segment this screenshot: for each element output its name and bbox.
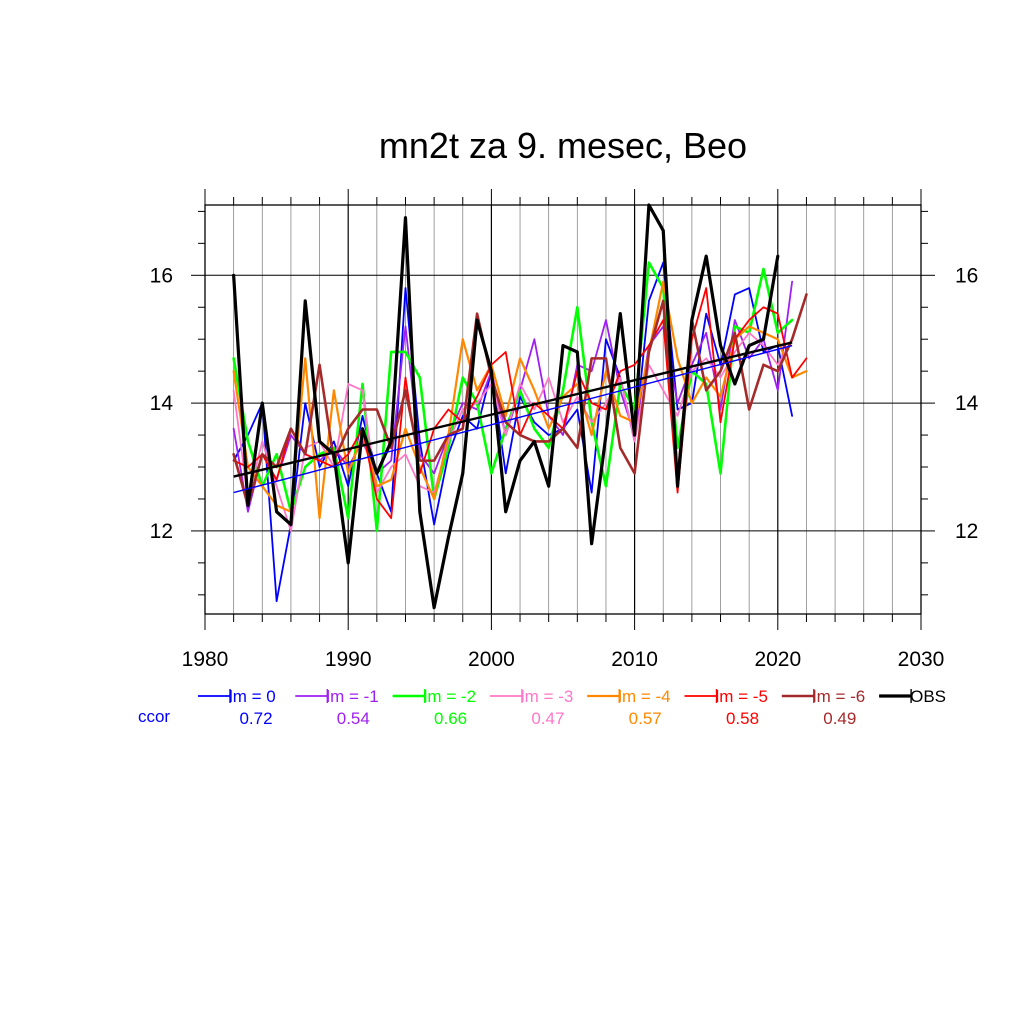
- y-tick-label-right: 12: [955, 520, 978, 543]
- ccor-label: ccor: [138, 707, 170, 726]
- series-line: [232, 293, 808, 507]
- legend-ccor-value: 0.66: [434, 709, 467, 728]
- legend-label: lm = -4: [618, 687, 670, 706]
- trend-line: [233, 341, 793, 478]
- x-tick-label: 1980: [182, 648, 229, 671]
- y-tick-label-right: 14: [955, 392, 979, 415]
- legend-ccor-value: 0.58: [726, 709, 759, 728]
- legend-ccor-value: 0.47: [531, 709, 564, 728]
- legend-ccor-value: 0.54: [337, 709, 370, 728]
- chart-title: mn2t za 9. mesec, Beo: [379, 125, 747, 166]
- trend-line: [233, 344, 793, 494]
- y-tick-label-left: 12: [150, 520, 173, 543]
- plot-border: [204, 204, 922, 615]
- x-tick-label: 1990: [325, 648, 372, 671]
- plot-lines: [232, 203, 808, 610]
- x-tick-label: 2030: [898, 648, 945, 671]
- x-tick-label: 2010: [611, 648, 658, 671]
- legend-label: lm = -6: [813, 687, 865, 706]
- plot-frame: [191, 189, 935, 630]
- legend-ccor-value: 0.72: [239, 709, 272, 728]
- legend-ccor-value: 0.57: [629, 709, 662, 728]
- legend-label: lm = -5: [716, 687, 768, 706]
- legend-label: lm = -1: [326, 687, 378, 706]
- legend-label: lm = 0: [229, 687, 276, 706]
- legend-label: lm = -2: [424, 687, 476, 706]
- y-tick-label-left: 14: [150, 392, 174, 415]
- y-tick-label-left: 16: [150, 264, 173, 287]
- legend-label: OBS: [910, 687, 946, 706]
- y-tick-label-right: 16: [955, 264, 978, 287]
- legend: ccor lm = 0 0.72 lm = -1 0.54 lm = -2 0.66 lm =…: [138, 687, 946, 728]
- x-tick-label: 2000: [468, 648, 515, 671]
- series-line: [232, 203, 780, 610]
- legend-ccor-value: 0.49: [823, 709, 856, 728]
- x-tick-label: 2020: [754, 648, 801, 671]
- legend-label: lm = -3: [521, 687, 573, 706]
- axis-labels: 1980 1990 2000 2010 2020 2030 12 12 14 14 16 16: [150, 264, 979, 671]
